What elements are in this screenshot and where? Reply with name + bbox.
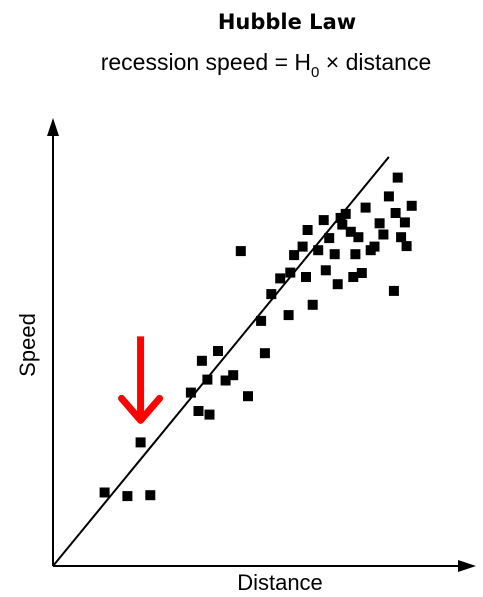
- data-point: [348, 272, 359, 282]
- data-point: [122, 491, 133, 502]
- data-point: [374, 218, 385, 229]
- data-point: [185, 387, 196, 398]
- data-point: [388, 285, 399, 296]
- data-point: [399, 217, 410, 228]
- data-point: [99, 487, 110, 498]
- data-point: [313, 245, 324, 256]
- data-point: [228, 370, 239, 381]
- data-point: [345, 226, 356, 237]
- data-point: [289, 250, 300, 261]
- data-point: [302, 225, 313, 235]
- x-axis: [53, 560, 476, 572]
- data-point: [259, 348, 270, 359]
- highlight-arrow: [118, 336, 164, 424]
- data-point: [204, 409, 215, 420]
- data-point: [396, 232, 407, 243]
- data-point: [256, 315, 267, 326]
- fit-line: [52, 156, 390, 567]
- data-point: [213, 346, 223, 356]
- data-point: [283, 310, 294, 321]
- data-point: [353, 232, 364, 243]
- data-point: [297, 241, 308, 252]
- x-axis-label: Distance: [237, 570, 323, 595]
- data-point: [340, 208, 351, 219]
- data-point: [243, 391, 253, 402]
- data-point: [369, 241, 380, 252]
- data-point: [324, 233, 335, 244]
- data-point: [307, 299, 318, 310]
- data-point: [335, 212, 346, 223]
- y-axis: [47, 118, 59, 566]
- subtitle-subscript: 0: [311, 64, 319, 81]
- data-point: [301, 272, 311, 282]
- highlight-arrow-head: [118, 394, 164, 424]
- data-point: [275, 273, 286, 284]
- data-point: [320, 265, 331, 276]
- data-point: [350, 249, 361, 260]
- data-point: [337, 219, 348, 230]
- chart-title: Hubble Law: [218, 10, 356, 34]
- subtitle-suffix: × distance: [319, 49, 431, 75]
- data-point: [145, 490, 156, 501]
- data-point: [329, 249, 340, 260]
- data-point: [360, 202, 371, 213]
- y-axis-label: Speed: [15, 313, 40, 377]
- data-point: [135, 437, 146, 448]
- x-axis-arrowhead: [458, 560, 476, 572]
- data-point: [318, 215, 329, 226]
- data-point: [401, 241, 412, 252]
- y-axis-arrowhead: [47, 118, 59, 136]
- data-point: [202, 374, 213, 385]
- data-point: [235, 246, 246, 257]
- data-point: [383, 191, 394, 202]
- data-point: [266, 289, 277, 300]
- data-point: [406, 200, 417, 211]
- data-point: [220, 375, 231, 386]
- data-point: [378, 229, 389, 240]
- data-point: [285, 267, 296, 278]
- data-point: [332, 279, 343, 290]
- data-point: [196, 355, 207, 366]
- data-point: [392, 172, 403, 183]
- chart-subtitle: recession speed = H0 × distance: [101, 49, 432, 81]
- data-points: [99, 172, 417, 502]
- data-point: [356, 268, 367, 278]
- data-point: [193, 406, 204, 416]
- subtitle-prefix: recession speed = H: [101, 49, 311, 75]
- data-point: [390, 208, 401, 218]
